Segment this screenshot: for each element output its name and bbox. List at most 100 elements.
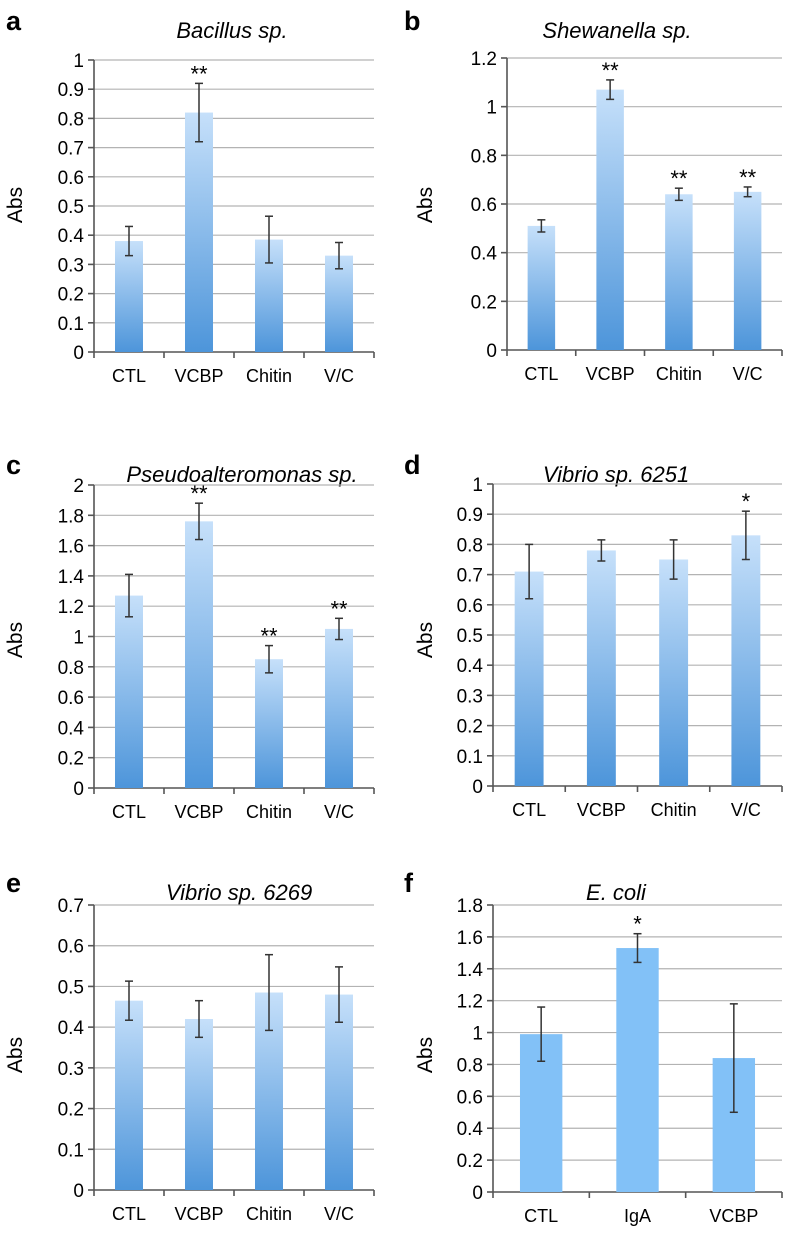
y-tick-label: 0.1 [457,747,483,768]
y-tick-label: 0.4 [58,1018,85,1039]
y-tick-label: 1.2 [58,597,84,618]
y-tick-label: 0.2 [58,749,84,770]
significance-marker: ** [190,481,208,506]
bar-ctl [527,225,556,350]
y-axis-label: Abs [4,1037,27,1073]
bar-vc [325,628,353,788]
panel-f: f E. coli Abs 0 0.2 0.4 0.6 0.8 1 1.2 1.4 1.6 1.8 CTL… [404,868,783,1226]
y-tick-label: 0.6 [58,937,84,958]
bar-chitin [659,559,689,786]
panel-letter: d [404,450,421,480]
y-tick-label: 0.7 [58,896,84,917]
y-axis-label: Abs [4,187,27,223]
y-tick-label: 0.3 [457,686,483,707]
y-tick-label: 0.7 [58,139,84,160]
y-tick-label: 1 [486,98,497,119]
bar-vc [325,255,353,352]
x-tick-label: VCBP [709,1206,758,1226]
y-tick-label: 0.5 [58,197,84,218]
panel-letter: a [6,6,22,36]
panel-letter: e [6,868,21,898]
x-tick-label: VCBP [586,364,635,384]
x-tick-label: VCBP [174,1204,223,1224]
panel-c: c Pseudoalteromonas sp. Abs 0 0.2 0.4 0.6 0.8 1 1… [4,450,375,822]
significance-marker: ** [190,61,208,86]
y-tick-label: 0 [73,343,84,364]
y-tick-label: 0.9 [58,80,84,101]
x-tick-label: VCBP [174,366,223,386]
y-tick-label: 1.6 [457,928,483,949]
y-tick-label: 0.8 [457,535,483,556]
y-tick-label: 0.6 [58,168,84,189]
bar-vc [325,994,353,1190]
y-tick-label: 0.4 [58,718,85,739]
y-tick-label: 1.4 [457,960,484,981]
y-tick-label: 0.8 [457,1055,483,1076]
bar-chitin [255,659,283,788]
y-tick-label: 0.6 [471,195,497,216]
bar-ctl [514,571,544,786]
y-tick-label: 0.4 [457,656,484,677]
x-tick-label: V/C [324,802,354,822]
y-tick-label: 0.1 [58,314,84,335]
significance-marker: ** [739,165,757,190]
y-tick-label: 0.5 [58,977,84,998]
chart-title: Vibrio sp. 6251 [543,462,689,487]
y-tick-label: 0.2 [471,292,497,313]
bar-ctl [115,1000,143,1190]
bar-vc [731,535,761,786]
y-tick-label: 0.3 [58,255,84,276]
bar-vcbp [596,89,624,350]
y-tick-label: 0.3 [58,1059,84,1080]
chart-title: Shewanella sp. [542,18,691,43]
y-tick-label: 0.2 [457,717,483,738]
panel-b: b Shewanella sp. Abs 0 0.2 0.4 0.6 0.8 1 1.2 CTL **… [404,6,783,384]
x-tick-label: VCBP [174,802,223,822]
y-tick-label: 0.2 [457,1151,483,1172]
y-tick-label: 0 [472,1183,483,1204]
panel-letter: f [404,868,414,898]
y-tick-label: 1.4 [58,567,85,588]
y-tick-label: 1.8 [58,506,84,527]
y-axis-label: Abs [4,622,27,658]
y-tick-label: 0.8 [471,146,497,167]
x-tick-label: VCBP [577,800,626,820]
x-tick-label: V/C [731,800,761,820]
significance-marker: ** [670,166,688,191]
x-tick-label: Chitin [651,800,697,820]
y-tick-label: 0.2 [58,1100,84,1121]
bar-chitin [665,194,693,350]
x-tick-label: V/C [324,366,354,386]
bar-ctl [115,595,143,788]
x-tick-label: Chitin [246,366,292,386]
y-axis-label: Abs [414,622,437,658]
x-tick-label: CTL [112,1204,146,1224]
x-tick-label: CTL [524,1206,558,1226]
y-tick-label: 2 [73,476,84,497]
y-tick-label: 0.5 [457,626,483,647]
y-tick-label: 0.4 [457,1119,484,1140]
x-tick-label: IgA [624,1206,651,1226]
x-tick-label: CTL [524,364,558,384]
y-tick-label: 1 [73,51,84,72]
y-tick-label: 0 [73,779,84,800]
y-tick-label: 0.4 [58,226,85,247]
bar-vcbp [185,112,213,352]
panel-d: d Vibrio sp. 6251 Abs 0 0.1 0.2 0.3 0.4 0.5 0.6 0.… [404,450,783,820]
y-tick-label: 1 [472,475,483,496]
y-tick-label: 0.8 [58,109,84,130]
bar-ctl [115,241,143,352]
bar-vcbp [185,521,213,788]
x-tick-label: CTL [112,802,146,822]
y-tick-label: 0 [73,1181,84,1202]
y-tick-label: 0 [486,341,497,362]
bar-vc [733,191,762,350]
y-tick-label: 0.8 [58,658,84,679]
y-tick-label: 0.4 [471,244,498,265]
y-tick-label: 0.7 [457,566,483,587]
y-tick-label: 0.1 [58,1140,84,1161]
chart-title: Pseudoalteromonas sp. [126,462,357,487]
y-tick-label: 0.2 [58,285,84,306]
y-tick-label: 0.9 [457,505,483,526]
